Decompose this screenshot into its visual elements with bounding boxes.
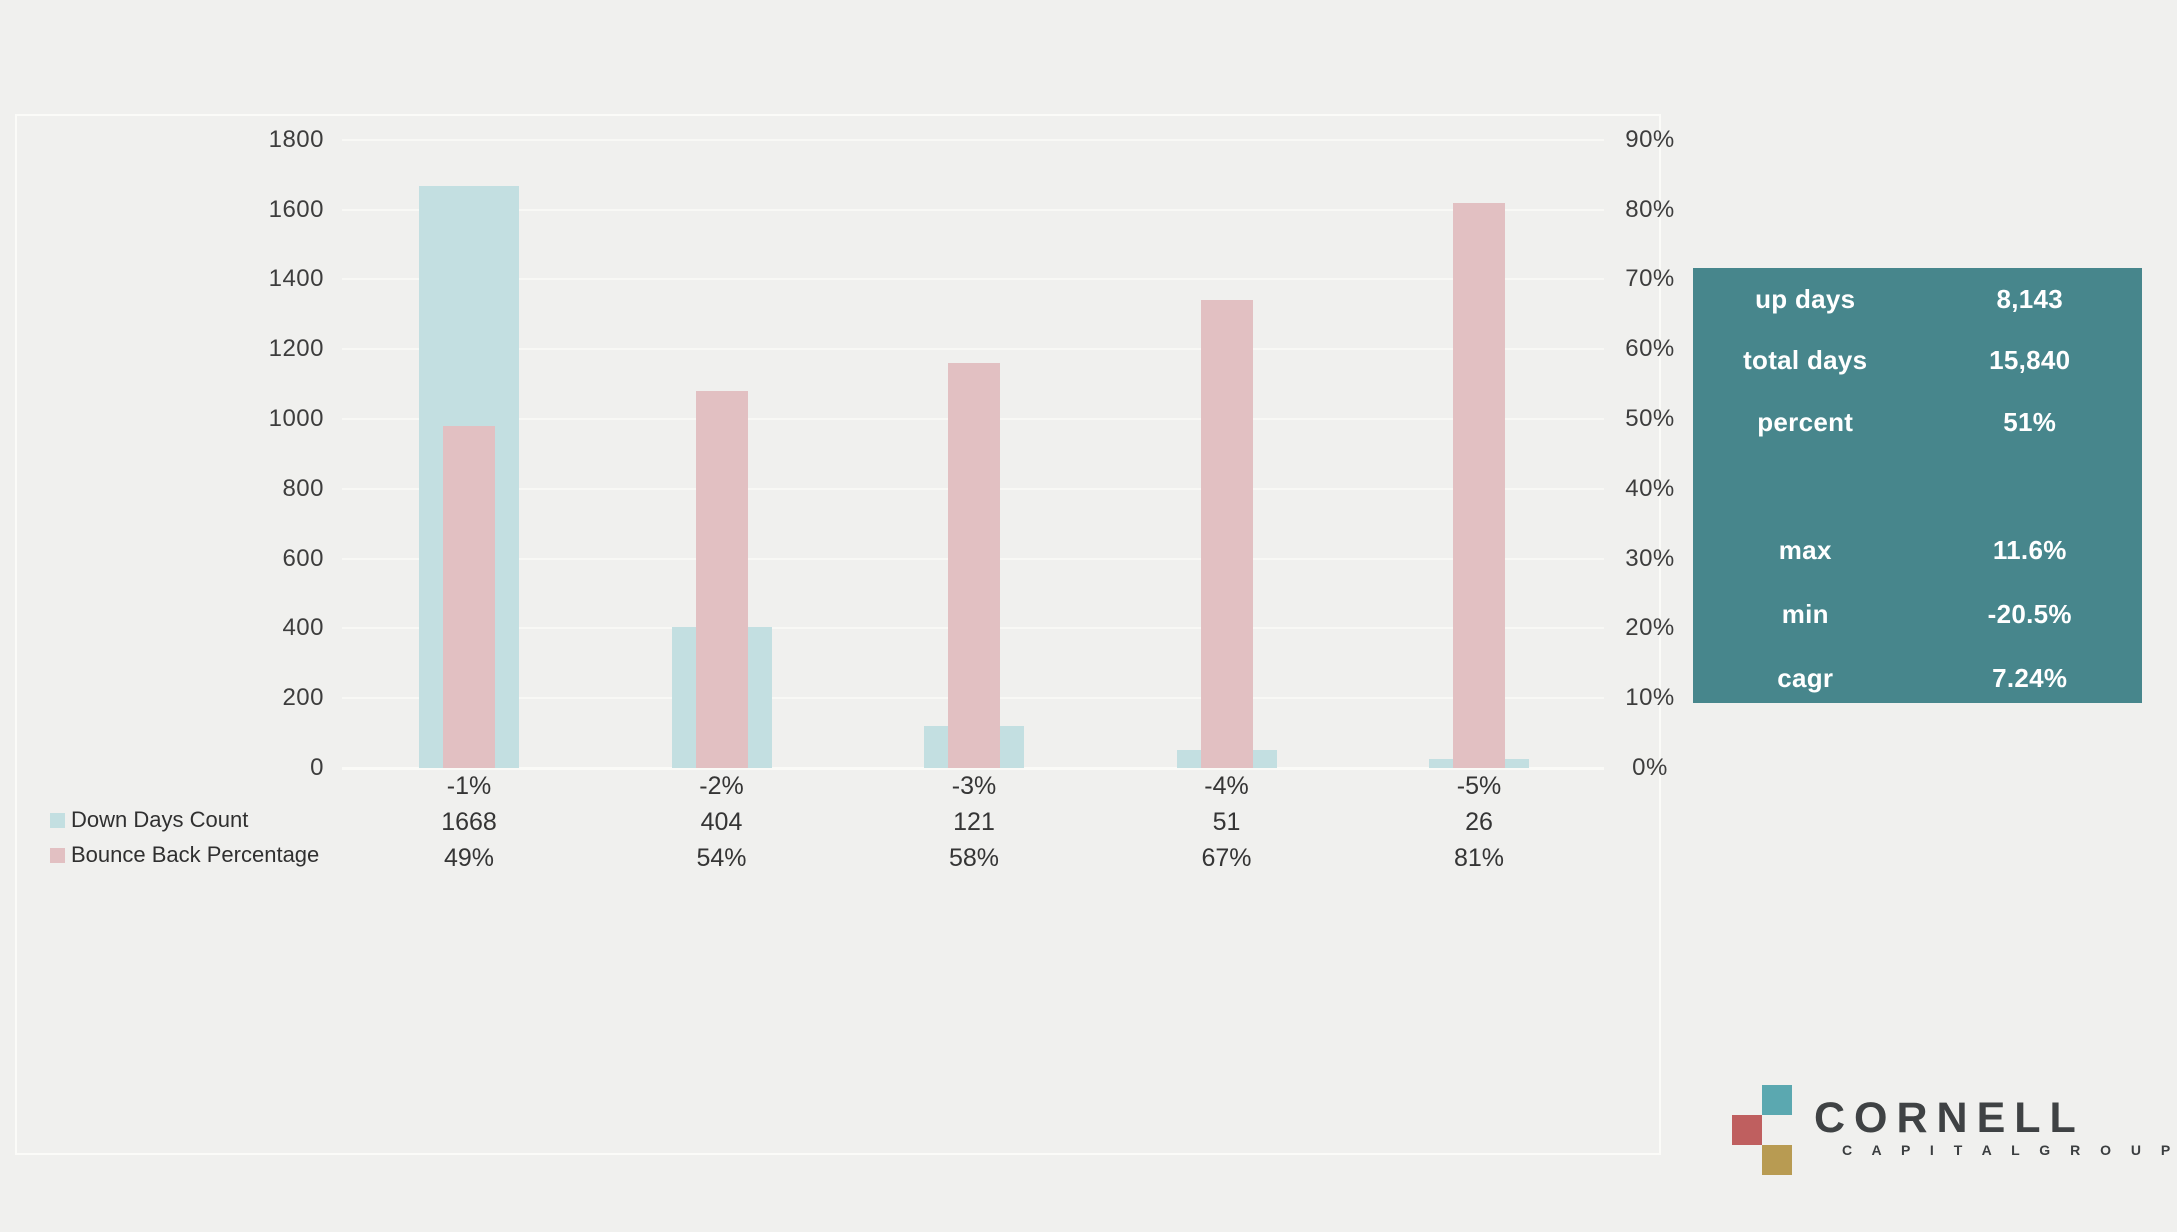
stats-row-min: min -20.5% (1693, 594, 2142, 634)
y-axis-right-tick-label: 20% (1625, 614, 1675, 642)
stats-value: 15,840 (1989, 345, 2071, 375)
stats-row-max: max 11.6% (1693, 530, 2142, 570)
bar-bounce-back-percentage (443, 425, 495, 768)
stats-row-percent: percent 51% (1693, 402, 2142, 442)
bar-bounce-back-percentage (695, 391, 748, 768)
logo-red-square-icon (1732, 1115, 1762, 1145)
y-axis-right-tick-label: 50% (1625, 405, 1675, 432)
y-axis-left-tick-label: 200 (282, 684, 324, 712)
y-axis-left-tick-label: 1600 (268, 195, 324, 223)
down-days-count-value: 404 (700, 808, 743, 836)
stats-label: up days (1755, 284, 1856, 314)
y-axis-right-tick-label: 90% (1625, 125, 1675, 153)
logo-title: CORNELL (1814, 1094, 2085, 1142)
y-axis-right-tick-label: 30% (1625, 544, 1675, 572)
bar-bounce-back-percentage (948, 363, 1000, 768)
stats-label: max (1778, 535, 1832, 565)
y-axis-right-tick-label: 70% (1625, 265, 1675, 293)
y-axis-right-tick-label: 10% (1625, 684, 1675, 712)
y-axis-left-tick-label: 800 (282, 474, 324, 502)
stats-label: total days (1743, 345, 1868, 375)
bounce-back-percentage-value: 81% (1453, 844, 1505, 872)
stats-value: 51% (2003, 407, 2057, 437)
y-axis-right-tick-label: 60% (1625, 335, 1675, 363)
stats-value: 8,143 (1996, 284, 2064, 314)
stats-label: percent (1757, 407, 1854, 437)
gridline (342, 348, 1604, 351)
down-days-count-value: 51 (1212, 808, 1241, 836)
stats-row-up-days: up days 8,143 (1693, 279, 2142, 319)
legend-label-bounce-back: Bounce Back Percentage (71, 842, 320, 867)
gridline (342, 278, 1604, 281)
down-days-count-value: 26 (1465, 808, 1493, 836)
logo-gold-square-icon (1762, 1145, 1792, 1175)
y-axis-left-tick-label: 400 (282, 614, 324, 642)
bounce-back-percentage-value: 58% (948, 844, 1000, 872)
stats-label: min (1781, 599, 1829, 629)
stats-label: cagr (1777, 663, 1834, 693)
bounce-back-percentage-value: 67% (1201, 844, 1252, 872)
category-label: -1% (446, 772, 492, 800)
y-axis-right-tick-label: 0% (1632, 754, 1668, 781)
stats-value: 7.24% (1992, 663, 2068, 693)
category-label: -4% (1204, 772, 1249, 800)
down-days-count-value: 121 (953, 808, 995, 836)
y-axis-right-tick-label: 80% (1625, 195, 1675, 223)
chart-panel: 0 0% 200 10% 400 20% 600 30% 800 40% 1000 50% 1200 60… (15, 114, 1674, 1155)
y-axis-left-tick-label: 1000 (268, 405, 324, 432)
bar-bounce-back-percentage (1453, 202, 1505, 768)
y-axis-right-tick-label: 40% (1625, 474, 1675, 502)
cornell-capital-group-logo: CORNELL C A P I T A L G R O U P (1725, 1080, 2170, 1190)
bounce-back-percentage-value: 54% (696, 844, 747, 872)
gridline (342, 767, 1604, 770)
down-days-swatch-icon (50, 813, 65, 828)
y-axis-left-tick-label: 600 (282, 544, 324, 572)
stats-row-cagr: cagr 7.24% (1693, 658, 2142, 698)
y-axis-left-tick-label: 1400 (268, 265, 324, 293)
gridline (342, 138, 1604, 141)
bounce-back-percentage-value: 49% (443, 844, 495, 872)
y-axis-left-tick-label: 0 (310, 754, 324, 781)
legend-label-down-days: Down Days Count (71, 807, 249, 832)
stats-value: 11.6% (1992, 535, 2067, 565)
category-label: -3% (951, 772, 997, 800)
bar-bounce-back-percentage (1200, 300, 1253, 768)
logo-teal-square-icon (1762, 1085, 1792, 1115)
y-axis-left-tick-label: 1200 (268, 335, 324, 363)
y-axis-left-tick-label: 1800 (268, 125, 324, 153)
gridline (342, 208, 1604, 211)
bounce-back-swatch-icon (50, 848, 65, 863)
stats-value: -20.5% (1987, 599, 2072, 629)
category-label: -2% (699, 772, 744, 800)
stats-box: up days 8,143 total days 15,840 percent … (1693, 268, 2142, 703)
stats-row-total-days: total days 15,840 (1693, 340, 2142, 380)
category-label: -5% (1456, 772, 1502, 800)
logo-subtitle: C A P I T A L G R O U P (1842, 1142, 2177, 1158)
down-days-count-value: 1668 (441, 808, 497, 836)
